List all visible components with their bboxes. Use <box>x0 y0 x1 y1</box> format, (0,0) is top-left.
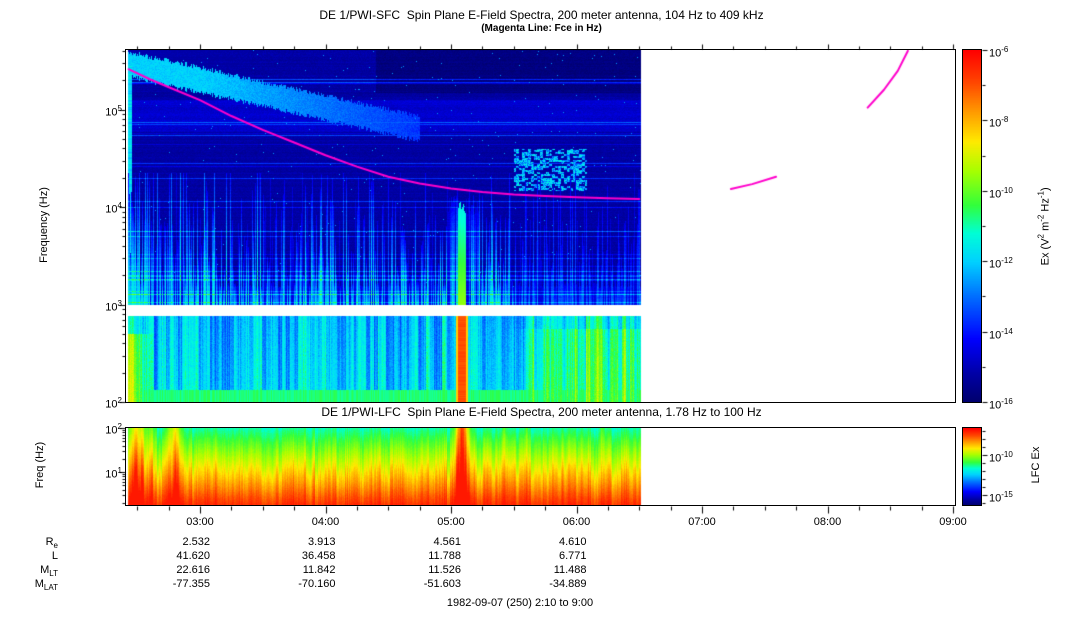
footer-caption: 1982-09-07 (250) 2:10 to 9:00 <box>446 597 594 609</box>
lfc-colorbar-tick-label: 10-10 <box>989 450 1013 465</box>
ephemeris-value: 22.616 <box>176 564 211 576</box>
ephemeris-value: 4.610 <box>558 536 587 548</box>
ephemeris-value: 11.488 <box>553 564 587 576</box>
sfc-colorbar-label: Ex (V2 m-2 Hz-1) <box>1036 187 1052 266</box>
ephemeris-value: -51.603 <box>423 578 462 590</box>
sfc-plot-area <box>125 49 956 403</box>
sfc-colorbar-tick-label: 10-10 <box>989 185 1013 201</box>
ephemeris-value: 11.788 <box>428 550 462 562</box>
sfc-y-tick-label: 102 <box>105 396 122 411</box>
lfc-colorbar-label: LFC Ex <box>1030 446 1042 484</box>
sfc-colorbar-canvas <box>963 50 981 402</box>
ephemeris-row-label: MLAT <box>34 578 58 593</box>
ephemeris-value: 4.561 <box>433 536 462 548</box>
x-tick-label: 05:00 <box>437 516 465 528</box>
ephemeris-value: 36.458 <box>301 550 336 562</box>
ephemeris-value: 41.620 <box>176 550 211 562</box>
lfc-title: DE 1/PWI-LFC Spin Plane E-Field Spectra,… <box>321 405 762 419</box>
x-tick-label: 06:00 <box>562 516 591 528</box>
lfc-plot-area <box>125 427 956 506</box>
lfc-colorbar-tick-label: 10-15 <box>989 490 1013 506</box>
ephemeris-value: 11.842 <box>302 564 336 576</box>
lfc-y-tick-label: 101 <box>105 466 122 481</box>
x-tick-label: 04:00 <box>311 516 340 528</box>
x-tick-label: 03:00 <box>186 516 214 528</box>
lfc-y-tick-label: 102 <box>105 422 122 437</box>
ephemeris-value: 11.526 <box>428 564 462 576</box>
ephemeris-value: -77.355 <box>172 578 211 590</box>
sfc-y-tick-label: 105 <box>105 103 122 119</box>
ephemeris-value: -34.889 <box>549 578 587 590</box>
ephemeris-value: -70.160 <box>298 578 336 590</box>
sfc-y-axis-label: Frequency (Hz) <box>38 187 50 263</box>
sfc-colorbar-tick-label: 10-16 <box>989 397 1013 412</box>
sfc-colorbar-tick-label: 10-12 <box>989 256 1013 271</box>
sfc-colorbar-tick-label: 10-8 <box>989 115 1009 131</box>
sfc-spectrogram-canvas <box>126 50 955 402</box>
lfc-colorbar-canvas <box>963 428 981 505</box>
x-tick-label: 07:00 <box>688 516 716 528</box>
sfc-colorbar-tick-label: 10-14 <box>989 326 1013 342</box>
ephemeris-row-label: MLT <box>40 564 58 579</box>
lfc-spectrogram-canvas <box>126 428 955 505</box>
x-tick-label: 09:00 <box>939 516 967 528</box>
x-tick-label: 08:00 <box>813 516 842 528</box>
lfc-colorbar <box>962 427 982 506</box>
sfc-colorbar-tick-label: 10-6 <box>989 45 1009 60</box>
ephemeris-row-label: Re <box>45 536 58 551</box>
sfc-title: DE 1/PWI-SFC Spin Plane E-Field Spectra,… <box>319 8 764 22</box>
sfc-y-tick-label: 103 <box>105 298 122 314</box>
sfc-y-tick-label: 104 <box>105 201 122 216</box>
ephemeris-value: 3.913 <box>308 536 336 548</box>
ephemeris-value: 6.771 <box>558 550 587 562</box>
sfc-colorbar <box>962 49 982 403</box>
ephemeris-value: 2.532 <box>182 536 211 548</box>
ephemeris-row-label: L <box>51 550 58 562</box>
sfc-subtitle: (Magenta Line: Fce in Hz) <box>481 23 602 34</box>
